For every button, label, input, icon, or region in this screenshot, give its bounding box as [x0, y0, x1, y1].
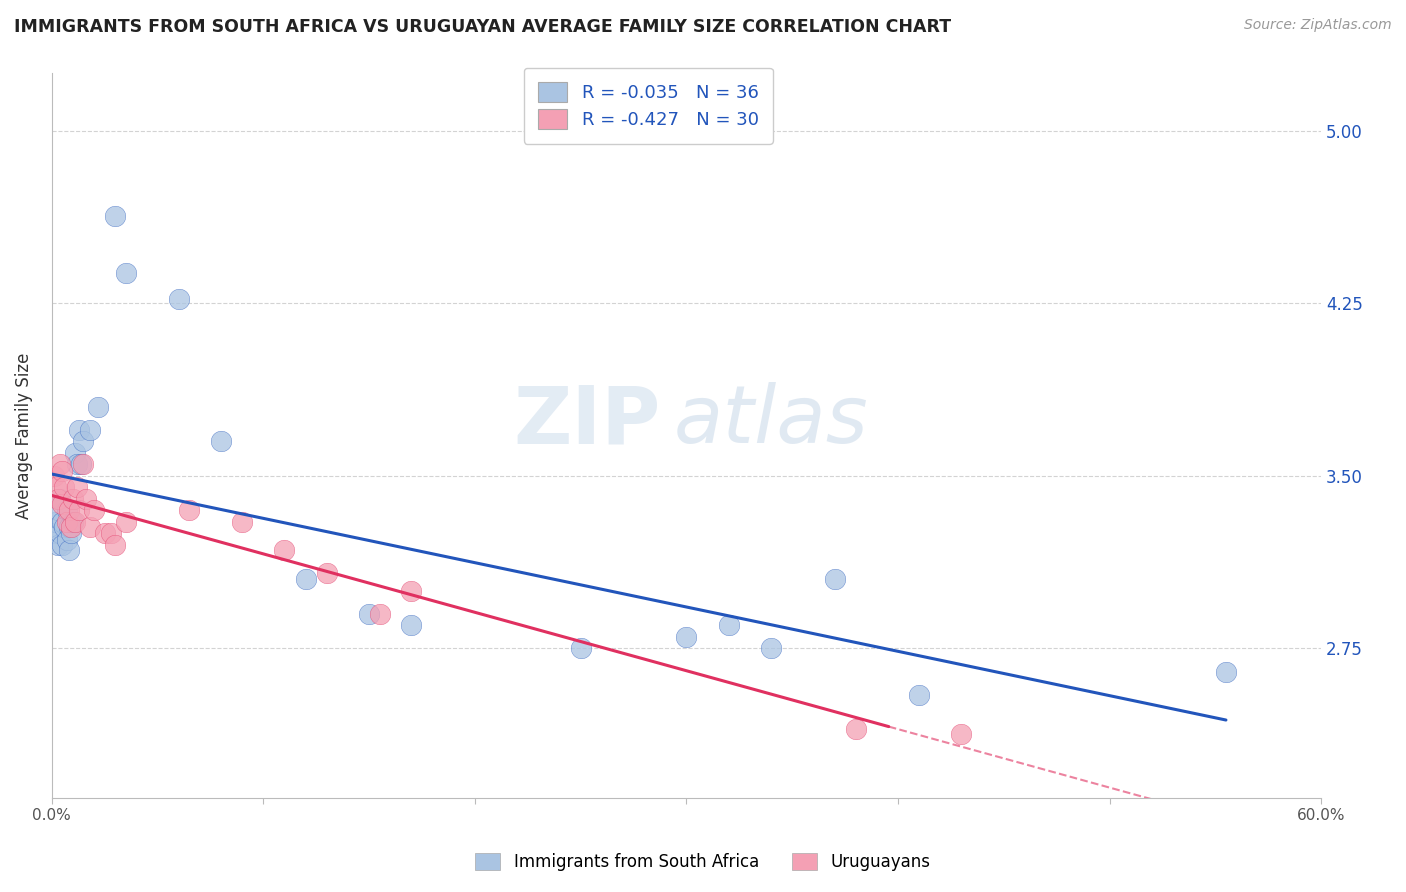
Point: [49, 526, 72, 541]
Point: [569, 641, 592, 656]
Point: [315, 566, 337, 580]
Text: atlas: atlas: [673, 382, 869, 460]
Point: [59, 526, 82, 541]
Point: [42, 469, 65, 483]
Point: [51, 464, 73, 478]
Point: [55, 503, 77, 517]
Point: [79, 519, 101, 533]
Point: [104, 538, 127, 552]
Point: [368, 607, 391, 621]
Point: [62, 491, 84, 506]
Point: [63, 446, 86, 460]
Point: [79, 423, 101, 437]
Point: [45, 480, 67, 494]
Point: [87, 400, 110, 414]
Point: [72, 434, 94, 449]
Point: [401, 584, 423, 599]
Point: [75, 491, 97, 506]
Point: [51, 496, 73, 510]
Point: [950, 726, 973, 740]
Point: [70, 458, 93, 472]
Point: [83, 503, 105, 517]
Text: Source: ZipAtlas.com: Source: ZipAtlas.com: [1244, 18, 1392, 32]
Point: [59, 519, 82, 533]
Point: [114, 515, 136, 529]
Point: [104, 209, 127, 223]
Point: [58, 542, 80, 557]
Point: [53, 480, 76, 494]
Point: [49, 491, 72, 506]
Point: [55, 515, 77, 529]
Point: [72, 458, 94, 472]
Point: [273, 542, 295, 557]
Point: [67, 503, 90, 517]
Point: [759, 641, 782, 656]
Point: [45, 515, 67, 529]
Point: [401, 618, 423, 632]
Legend: R = -0.035   N = 36, R = -0.427   N = 30: R = -0.035 N = 36, R = -0.427 N = 30: [524, 68, 773, 144]
Point: [55, 533, 77, 548]
Point: [908, 688, 931, 702]
Point: [66, 480, 89, 494]
Y-axis label: Average Family Size: Average Family Size: [15, 352, 32, 519]
Point: [58, 519, 80, 533]
Point: [1215, 665, 1237, 679]
Point: [824, 573, 846, 587]
Point: [53, 519, 76, 533]
Point: [231, 515, 253, 529]
Point: [93, 526, 115, 541]
Point: [167, 292, 190, 306]
Point: [42, 526, 65, 541]
Point: [46, 503, 69, 517]
Text: IMMIGRANTS FROM SOUTH AFRICA VS URUGUAYAN AVERAGE FAMILY SIZE CORRELATION CHART: IMMIGRANTS FROM SOUTH AFRICA VS URUGUAYA…: [14, 18, 952, 36]
Point: [66, 458, 89, 472]
Point: [51, 515, 73, 529]
Point: [845, 722, 868, 736]
Point: [100, 526, 122, 541]
Point: [294, 573, 316, 587]
Text: ZIP: ZIP: [513, 382, 661, 460]
Point: [179, 503, 201, 517]
Legend: Immigrants from South Africa, Uruguayans: Immigrants from South Africa, Uruguayans: [467, 845, 939, 880]
Point: [58, 503, 80, 517]
Point: [359, 607, 381, 621]
Point: [49, 458, 72, 472]
Point: [675, 630, 697, 644]
Point: [114, 267, 136, 281]
Point: [717, 618, 740, 632]
Point: [209, 434, 232, 449]
Point: [51, 538, 73, 552]
Point: [46, 538, 69, 552]
Point: [62, 515, 84, 529]
Point: [46, 491, 69, 506]
Point: [63, 515, 86, 529]
Point: [67, 423, 90, 437]
